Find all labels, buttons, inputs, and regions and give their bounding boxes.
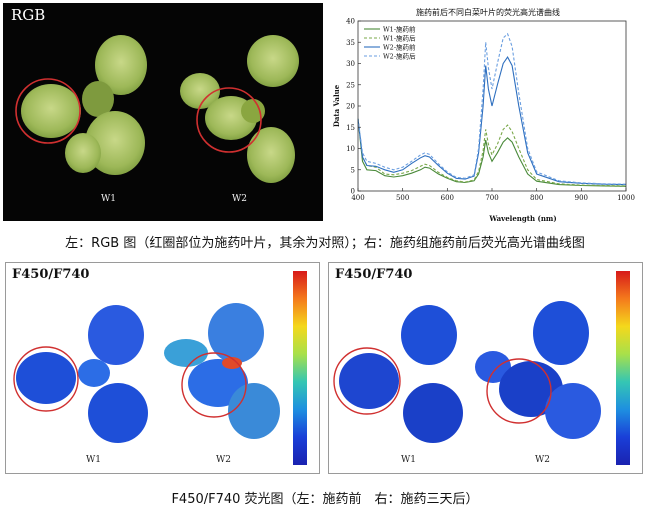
y-tick-label: 40 bbox=[346, 18, 355, 26]
rgb-image-panel: RGB W1 W2 bbox=[3, 3, 323, 221]
x-axis-label: Wavelength (nm) bbox=[488, 214, 556, 223]
plant-label-w2: W2 bbox=[232, 194, 247, 204]
legend-label-4: W2-施药后 bbox=[383, 52, 416, 61]
y-tick-label: 35 bbox=[346, 39, 355, 47]
series-line-3 bbox=[357, 56, 627, 186]
top-caption: 左：RGB 图（红圈部位为施药叶片，其余为对照）；右：施药组施药前后荧光高光谱曲… bbox=[65, 236, 585, 251]
x-tick-label: 700 bbox=[485, 194, 498, 202]
rgb-title: RGB bbox=[11, 6, 46, 24]
fluorescence-panel-before: F450/F740 W1 W2 bbox=[5, 262, 320, 474]
fluorescence-title-before: F450/F740 bbox=[12, 267, 90, 282]
rgb-plants-image bbox=[15, 35, 299, 183]
x-tick-label: 600 bbox=[441, 194, 454, 202]
legend-label-1: W1-施药前 bbox=[383, 25, 416, 34]
y-tick-label: 20 bbox=[346, 103, 355, 111]
y-tick-label: 5 bbox=[351, 166, 355, 174]
colorbar-after bbox=[616, 271, 630, 465]
fl-label-w2-after: W2 bbox=[535, 455, 550, 465]
chart-title: 施药前后不同白菜叶片的荧光高光谱曲线 bbox=[416, 7, 560, 17]
fluorescence-image-before bbox=[13, 303, 280, 443]
fl-label-w1-after: W1 bbox=[401, 455, 416, 465]
plant-label-w1: W1 bbox=[101, 194, 116, 204]
fl-label-w2-before: W2 bbox=[216, 455, 231, 465]
series-line-2 bbox=[357, 118, 627, 187]
y-tick-label: 15 bbox=[346, 124, 355, 132]
fluorescence-image-after bbox=[333, 301, 601, 443]
x-tick-label: 500 bbox=[396, 194, 409, 202]
series-line-4 bbox=[357, 32, 627, 185]
y-axis-label: Data Value bbox=[332, 84, 341, 127]
bottom-caption: F450/F740 荧光图（左：施药前 右：施药三天后） bbox=[171, 492, 479, 507]
y-tick-label: 10 bbox=[346, 145, 355, 153]
series-line-1 bbox=[357, 118, 627, 187]
legend-label-3: W2-施药前 bbox=[383, 43, 416, 52]
x-tick-label: 800 bbox=[530, 194, 543, 202]
x-tick-label: 1000 bbox=[617, 194, 635, 202]
x-tick-label: 900 bbox=[575, 194, 588, 202]
spectrum-chart-panel: 施药前后不同白菜叶片的荧光高光谱曲线 400 500 600 700 800 900 100… bbox=[328, 3, 647, 225]
spectrum-chart: 施药前后不同白菜叶片的荧光高光谱曲线 400 500 600 700 800 900 100… bbox=[332, 7, 635, 223]
y-tick-label: 30 bbox=[346, 60, 355, 68]
y-tick-label: 25 bbox=[346, 81, 355, 89]
fl-label-w1-before: W1 bbox=[86, 455, 101, 465]
y-tick-label: 0 bbox=[351, 188, 355, 196]
fluorescence-title-after: F450/F740 bbox=[335, 267, 413, 282]
colorbar-before bbox=[293, 271, 307, 465]
legend-label-2: W1-施药后 bbox=[383, 34, 416, 43]
fluorescence-panel-after: F450/F740 W1 W2 bbox=[328, 262, 643, 474]
x-tick-label: 400 bbox=[351, 194, 364, 202]
